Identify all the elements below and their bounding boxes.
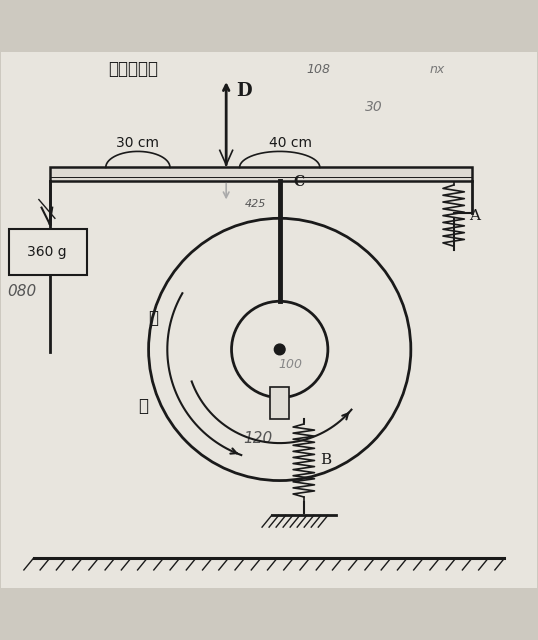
Text: 40 cm: 40 cm [269,136,312,150]
Text: 425: 425 [245,198,266,209]
Text: 108: 108 [307,63,330,76]
Bar [49,168,472,181]
Text: A: A [469,209,480,223]
Text: 360 g: 360 g [27,244,67,259]
Text: 30: 30 [365,100,383,115]
Text: B: B [320,454,331,467]
Text: ア: ア [148,308,159,326]
Text: D: D [236,83,251,100]
Text: 30 cm: 30 cm [116,136,159,150]
Circle shape [274,344,285,355]
Text: イ: イ [138,397,148,415]
Text: nx: nx [429,63,445,76]
Text: 100: 100 [278,358,302,371]
Text: 手で支える: 手で支える [109,60,158,78]
Text: 080: 080 [7,284,36,299]
Bar [10,229,87,275]
Bar [270,387,289,419]
Text: C: C [293,175,304,189]
Text: 120: 120 [244,431,273,446]
